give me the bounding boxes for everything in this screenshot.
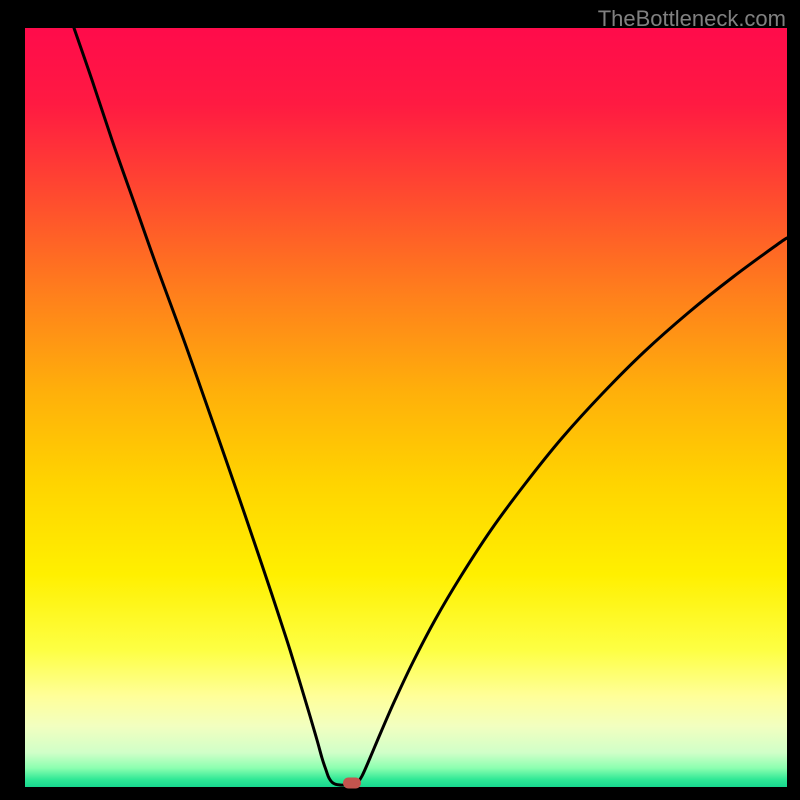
watermark-text: TheBottleneck.com — [598, 6, 786, 32]
minimum-marker — [343, 778, 361, 789]
chart-container: TheBottleneck.com — [0, 0, 800, 800]
bottleneck-chart — [0, 0, 800, 800]
